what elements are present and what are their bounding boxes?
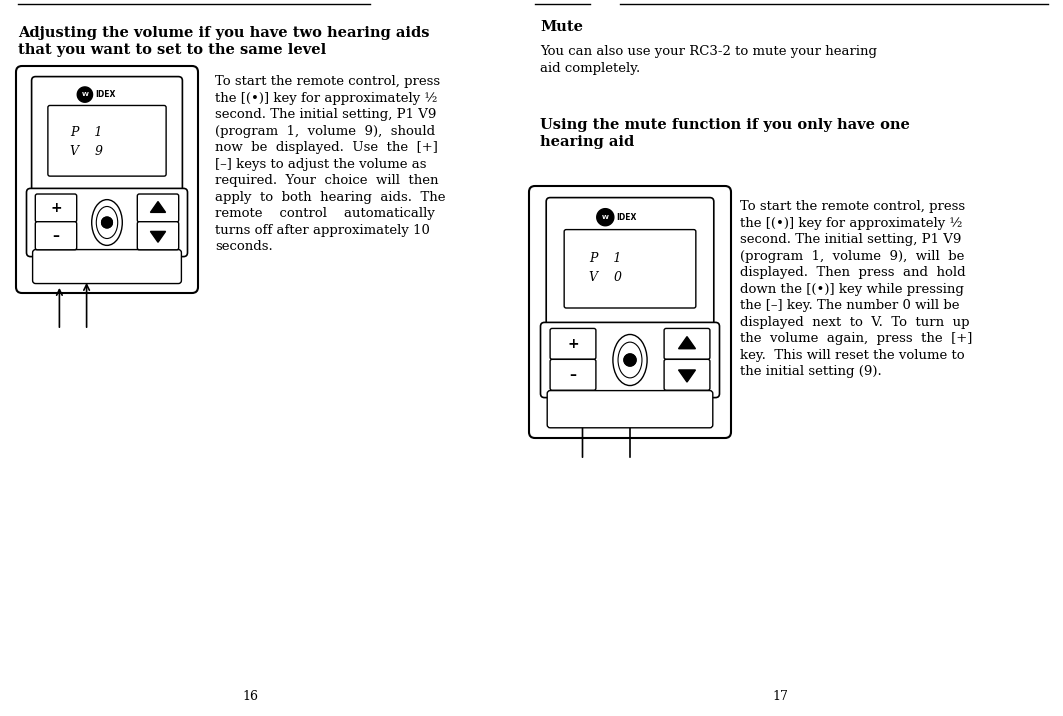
Text: IDEX: IDEX bbox=[95, 90, 115, 99]
Polygon shape bbox=[678, 370, 695, 382]
Text: +: + bbox=[568, 337, 579, 351]
Text: Using the mute function if you only have one: Using the mute function if you only have… bbox=[540, 118, 910, 132]
FancyBboxPatch shape bbox=[16, 66, 198, 293]
Text: aid completely.: aid completely. bbox=[540, 62, 640, 75]
Ellipse shape bbox=[97, 206, 118, 238]
Text: W: W bbox=[82, 92, 88, 97]
Text: (program  1,  volume  9),  will  be: (program 1, volume 9), will be bbox=[740, 249, 964, 263]
Text: required.  Your  choice  will  then: required. Your choice will then bbox=[215, 174, 439, 187]
Text: hearing aid: hearing aid bbox=[540, 135, 635, 149]
FancyBboxPatch shape bbox=[547, 391, 713, 427]
FancyBboxPatch shape bbox=[664, 329, 710, 359]
Text: remote    control    automatically: remote control automatically bbox=[215, 207, 435, 220]
Text: the [(•)] key for approximately ½: the [(•)] key for approximately ½ bbox=[215, 92, 437, 105]
Text: the [(•)] key for approximately ½: the [(•)] key for approximately ½ bbox=[740, 216, 962, 230]
Text: seconds.: seconds. bbox=[215, 240, 273, 253]
Text: P    1
V    0: P 1 V 0 bbox=[589, 253, 622, 284]
Text: second. The initial setting, P1 V9: second. The initial setting, P1 V9 bbox=[215, 108, 437, 121]
FancyBboxPatch shape bbox=[664, 359, 710, 390]
Text: displayed  next  to  V.  To  turn  up: displayed next to V. To turn up bbox=[740, 316, 969, 329]
Text: the  volume  again,  press  the  [+]: the volume again, press the [+] bbox=[740, 332, 973, 345]
Text: To start the remote control, press: To start the remote control, press bbox=[215, 75, 440, 88]
Text: that you want to set to the same level: that you want to set to the same level bbox=[18, 43, 326, 57]
Ellipse shape bbox=[613, 334, 647, 385]
Text: 17: 17 bbox=[772, 690, 788, 702]
Ellipse shape bbox=[91, 200, 122, 246]
Text: Adjusting the volume if you have two hearing aids: Adjusting the volume if you have two hea… bbox=[18, 26, 429, 40]
Text: turns off after approximately 10: turns off after approximately 10 bbox=[215, 223, 429, 236]
Text: You can also use your RC3-2 to mute your hearing: You can also use your RC3-2 to mute your… bbox=[540, 45, 877, 58]
Polygon shape bbox=[678, 337, 695, 349]
Polygon shape bbox=[596, 208, 613, 226]
Text: P    1
V    9: P 1 V 9 bbox=[70, 126, 103, 158]
Text: down the [(•)] key while pressing: down the [(•)] key while pressing bbox=[740, 283, 964, 296]
FancyBboxPatch shape bbox=[550, 329, 596, 359]
Text: –: – bbox=[570, 368, 576, 382]
Text: now  be  displayed.  Use  the  [+]: now be displayed. Use the [+] bbox=[215, 141, 438, 154]
Polygon shape bbox=[151, 231, 166, 242]
FancyBboxPatch shape bbox=[529, 186, 731, 438]
Text: second. The initial setting, P1 V9: second. The initial setting, P1 V9 bbox=[740, 233, 961, 246]
FancyBboxPatch shape bbox=[564, 230, 696, 308]
Polygon shape bbox=[78, 87, 92, 102]
Text: key.  This will reset the volume to: key. This will reset the volume to bbox=[740, 349, 964, 362]
FancyBboxPatch shape bbox=[137, 222, 179, 250]
Text: (program  1,  volume  9),  should: (program 1, volume 9), should bbox=[215, 125, 435, 137]
Text: To start the remote control, press: To start the remote control, press bbox=[740, 200, 965, 213]
FancyBboxPatch shape bbox=[27, 188, 187, 256]
Text: W: W bbox=[602, 215, 609, 220]
Text: apply  to  both  hearing  aids.  The: apply to both hearing aids. The bbox=[215, 190, 445, 203]
FancyBboxPatch shape bbox=[540, 322, 720, 397]
Polygon shape bbox=[151, 201, 166, 213]
FancyBboxPatch shape bbox=[48, 105, 166, 176]
FancyBboxPatch shape bbox=[550, 359, 596, 390]
Text: the initial setting (9).: the initial setting (9). bbox=[740, 365, 881, 378]
Polygon shape bbox=[624, 354, 636, 366]
FancyBboxPatch shape bbox=[33, 250, 182, 284]
Text: [–] keys to adjust the volume as: [–] keys to adjust the volume as bbox=[215, 158, 426, 170]
Text: displayed.  Then  press  and  hold: displayed. Then press and hold bbox=[740, 266, 965, 279]
Text: Mute: Mute bbox=[540, 20, 583, 34]
FancyBboxPatch shape bbox=[546, 198, 713, 326]
Text: the [–] key. The number 0 will be: the [–] key. The number 0 will be bbox=[740, 299, 960, 312]
Text: 16: 16 bbox=[242, 690, 258, 702]
FancyBboxPatch shape bbox=[35, 222, 77, 250]
Text: –: – bbox=[52, 228, 60, 243]
Polygon shape bbox=[102, 217, 113, 228]
Text: +: + bbox=[50, 201, 62, 215]
FancyBboxPatch shape bbox=[32, 77, 183, 192]
Ellipse shape bbox=[618, 342, 642, 378]
FancyBboxPatch shape bbox=[35, 194, 77, 222]
Polygon shape bbox=[102, 217, 113, 228]
Polygon shape bbox=[624, 354, 636, 366]
Text: IDEX: IDEX bbox=[617, 213, 637, 222]
FancyBboxPatch shape bbox=[137, 194, 179, 222]
